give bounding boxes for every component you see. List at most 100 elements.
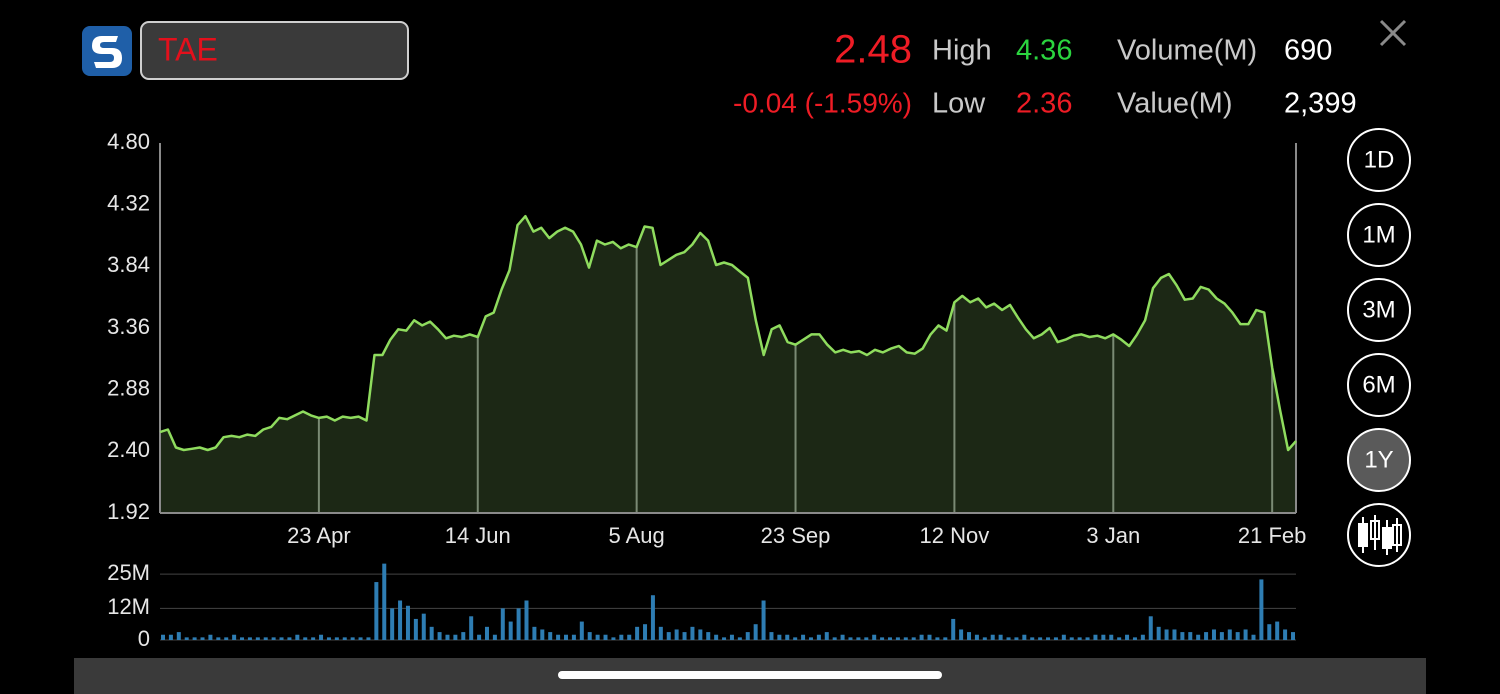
volume-bar	[595, 634, 600, 640]
range-buttons: 1D 1M 3M 6M 1Y	[1347, 128, 1411, 492]
volume-bar	[1251, 634, 1256, 640]
price: 2.48	[834, 28, 912, 72]
volume-bar	[295, 634, 300, 640]
volume-bar	[714, 634, 719, 640]
volume-chart: 25M 12M 0	[107, 560, 1296, 651]
volume-bar	[1196, 634, 1201, 640]
volume-bar	[168, 634, 173, 640]
volume-bar	[453, 634, 458, 640]
volume-bar	[1125, 634, 1130, 640]
volume-bar	[1069, 637, 1074, 640]
volume-bar	[374, 582, 379, 640]
y-tick-label: 2.88	[107, 375, 150, 400]
volume-bar	[1014, 637, 1019, 640]
range-button[interactable]	[1347, 128, 1411, 192]
volume-bar	[263, 637, 268, 640]
volume-bar	[824, 632, 829, 640]
volume-bar	[1077, 637, 1082, 640]
volume-bar	[1291, 632, 1295, 640]
volume-bar	[848, 637, 853, 640]
volume-bar	[224, 637, 229, 640]
volume-bar	[1267, 624, 1272, 640]
price-chart: 4.80 4.32 3.84 3.36 2.88 2.40 1.92 23 Apr 14 Jun…	[107, 129, 1306, 548]
volume-bar	[1093, 634, 1098, 640]
volume-bar	[722, 637, 727, 640]
range-button-label: 1M	[1362, 221, 1395, 248]
volume-bar	[737, 637, 742, 640]
range-button[interactable]	[1347, 428, 1411, 492]
ticker-field[interactable]	[140, 21, 409, 80]
x-tick-label: 14 Jun	[445, 523, 511, 548]
volume-bar	[1101, 634, 1106, 640]
volume-bar	[880, 637, 885, 640]
volume-bar	[1164, 629, 1169, 640]
high-label: High	[932, 35, 992, 67]
volume-bar	[1140, 634, 1145, 640]
volume-bar	[216, 637, 221, 640]
volume-bar	[911, 637, 916, 640]
volume-bar	[785, 634, 790, 640]
price-line	[159, 214, 1297, 452]
volume-bar	[967, 632, 972, 640]
volume-bar	[935, 637, 940, 640]
range-button-label: 3M	[1362, 296, 1395, 323]
volume-bar	[666, 632, 671, 640]
volume-bar	[903, 637, 908, 640]
volume-bar	[793, 637, 798, 640]
range-button[interactable]	[1347, 353, 1411, 417]
volume-bar	[1085, 637, 1090, 640]
volume-bar	[279, 637, 284, 640]
volume-label: Volume(M)	[1117, 35, 1257, 67]
volume-bar	[421, 613, 426, 640]
range-button[interactable]	[1347, 278, 1411, 342]
y-tick-label: 4.80	[107, 129, 150, 154]
volume-bar	[303, 637, 308, 640]
volume-bar	[161, 634, 165, 640]
volume-bar	[571, 634, 576, 640]
volume-bar	[619, 634, 624, 640]
volume-bar	[564, 634, 569, 640]
value-label: Value(M)	[1117, 88, 1233, 120]
range-button-label: 1Y	[1364, 446, 1393, 473]
volume-bar	[184, 637, 189, 640]
volume-bar	[777, 634, 782, 640]
volume-bar	[801, 634, 806, 640]
volume-bar	[1172, 629, 1177, 640]
volume-bar	[461, 632, 466, 640]
volume-bar	[635, 626, 640, 640]
volume-bar	[872, 634, 877, 640]
volume-bar	[556, 634, 561, 640]
range-button-label: 6M	[1362, 371, 1395, 398]
volume-bar	[643, 624, 648, 640]
volume-bar	[390, 608, 395, 640]
volume-bar	[998, 634, 1003, 640]
volume-bar	[682, 632, 687, 640]
volume-bar	[1109, 634, 1114, 640]
y-tick-label: 2.40	[107, 437, 150, 462]
y-tick-label: 3.84	[107, 252, 150, 277]
volume-bar	[650, 595, 655, 640]
close-button[interactable]	[1379, 19, 1407, 47]
range-button[interactable]	[1347, 203, 1411, 267]
volume-bar	[587, 632, 592, 640]
volume-bar	[398, 600, 403, 640]
volume-bar	[1235, 632, 1240, 640]
x-tick-label: 5 Aug	[609, 523, 665, 548]
y-tick-label: 4.32	[107, 190, 150, 215]
volume-bar	[611, 637, 616, 640]
volume-bar	[1053, 637, 1058, 640]
y-tick-label: 1.92	[107, 499, 150, 524]
volume-bar	[1156, 626, 1161, 640]
volume-bar	[856, 637, 861, 640]
volume-bar	[729, 634, 734, 640]
volume-bar	[927, 634, 932, 640]
volume-bar	[982, 637, 987, 640]
candlestick-toggle[interactable]	[1347, 503, 1411, 567]
volume-bar	[1219, 632, 1224, 640]
volume-bar	[342, 637, 347, 640]
range-button-label: 1D	[1364, 146, 1395, 173]
volume-bar	[1283, 629, 1288, 640]
volume-bar	[311, 637, 316, 640]
volume-bar	[895, 637, 900, 640]
